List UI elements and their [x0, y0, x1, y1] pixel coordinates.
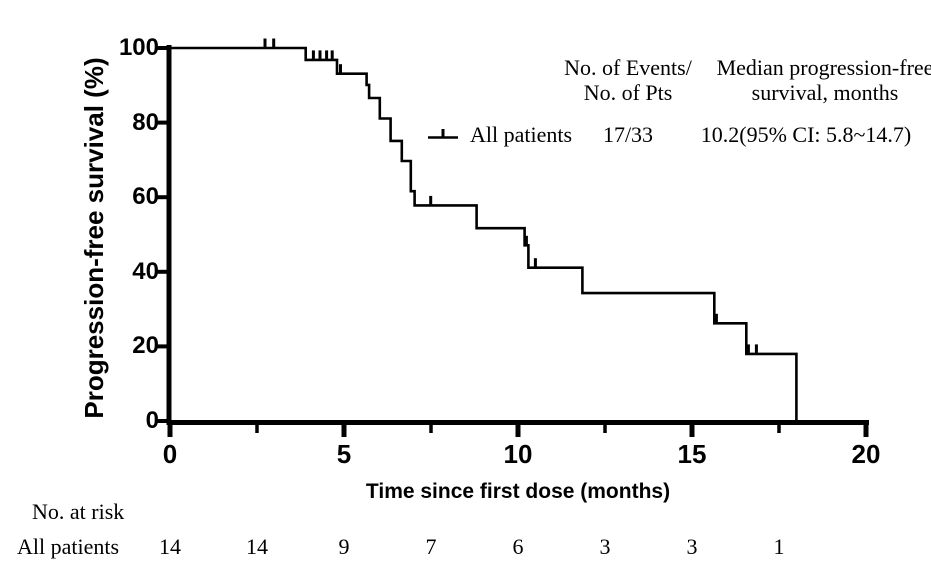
- legend-header-events: No. of Events/ No. of Pts: [528, 55, 728, 105]
- x-tick-label: 20: [851, 439, 881, 469]
- risk-value: 3: [686, 534, 698, 559]
- censor-tick: [339, 64, 342, 73]
- y-tick-label: 20: [132, 332, 159, 360]
- km-curve-all-patients: [170, 46, 798, 421]
- censor-tick: [429, 195, 433, 205]
- y-tick-label: 100: [118, 34, 159, 61]
- censor-tick: [754, 344, 758, 353]
- censor-tick: [263, 38, 267, 47]
- legend-series-events-value: 17/33: [602, 122, 654, 147]
- risk-table-title: No. at risk: [32, 499, 125, 524]
- x-axis-title: Time since first dose (months): [365, 480, 671, 503]
- risk-value: 6: [512, 534, 524, 559]
- y-tick-label: 60: [132, 183, 159, 211]
- censor-tick: [272, 38, 276, 47]
- legend-header-median-line1: Median progression-free: [716, 55, 931, 80]
- censor-tick: [746, 344, 750, 353]
- legend-header-events-line2: No. of Pts: [583, 80, 673, 105]
- x-tick-label: 5: [336, 439, 352, 469]
- legend-header-median: Median progression-free survival, months: [697, 55, 931, 105]
- censor-tick: [318, 50, 322, 59]
- censor-tick: [311, 50, 315, 59]
- y-tick-label: 40: [132, 257, 159, 285]
- legend-series-symbol-censor-tick: [441, 129, 445, 138]
- legend-header-median-line2: survival, months: [751, 80, 899, 105]
- risk-value: 7: [425, 534, 437, 559]
- censor-tick: [533, 258, 537, 267]
- y-tick-label: 80: [132, 108, 159, 136]
- y-axis-title: Progression-free survival (%): [79, 57, 109, 419]
- legend-header-events-line1: No. of Events/: [564, 55, 692, 80]
- x-tick-label: 15: [677, 439, 707, 469]
- censor-tick: [325, 50, 329, 59]
- risk-table-row-label: All patients: [17, 534, 120, 559]
- x-tick-label: 0: [162, 439, 178, 469]
- legend-series-median-value: 10.2(95% CI: 5.8~14.7): [700, 122, 912, 147]
- risk-value: 14: [159, 534, 181, 559]
- censor-tick: [714, 313, 718, 323]
- risk-value: 1: [773, 534, 785, 559]
- y-tick-label: 0: [145, 407, 159, 434]
- censor-tick: [524, 235, 528, 245]
- risk-value: 3: [599, 534, 611, 559]
- x-tick-label: 10: [503, 439, 533, 469]
- censor-tick: [330, 50, 334, 59]
- risk-value: 14: [246, 534, 268, 559]
- risk-value: 9: [338, 534, 350, 559]
- legend-series-label: All patients: [470, 122, 573, 147]
